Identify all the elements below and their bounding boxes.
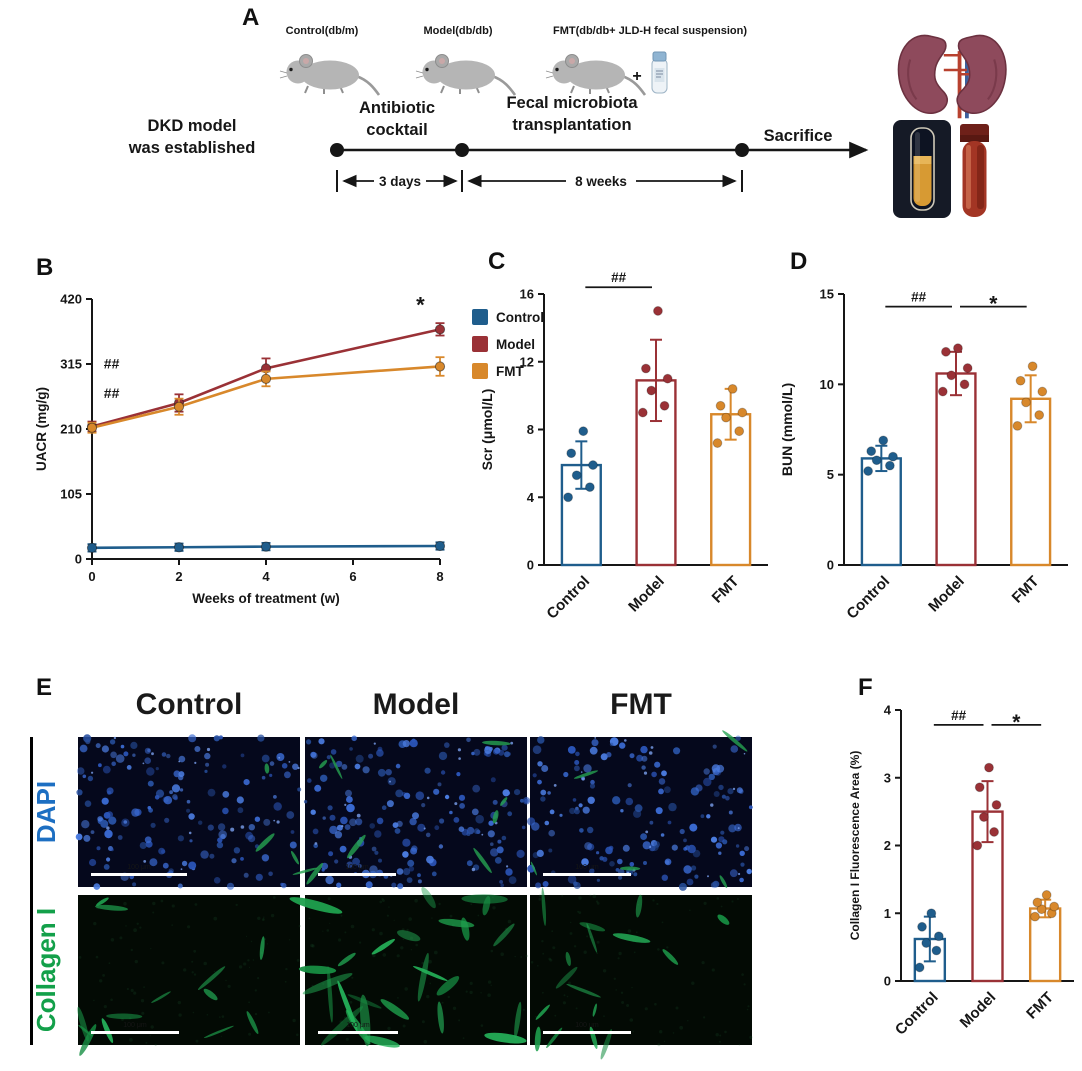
svg-text:12: 12 (520, 354, 534, 369)
group-label-control: Control(db/m) (286, 25, 359, 37)
panel-a-schematic: Control(db/m) Model(db/db) FMT(db/db+ JL… (128, 25, 1007, 218)
svg-text:FMT: FMT (496, 364, 524, 379)
svg-text:0: 0 (527, 558, 534, 573)
phase2-label-line2: transplantation (512, 116, 631, 134)
micrograph-dapi-fmt: 100 μm (527, 730, 753, 891)
dkd-caption-line2: was established (128, 139, 256, 157)
row-label-collagen: Collagen I (31, 907, 61, 1033)
svg-text:100 μm: 100 μm (345, 864, 369, 871)
svg-text:2: 2 (884, 838, 891, 853)
row-label-dapi: DAPI (31, 780, 61, 844)
svg-text:Control: Control (843, 573, 893, 623)
svg-text:*: * (989, 293, 998, 316)
svg-text:315: 315 (60, 357, 82, 372)
urine-tube-icon (893, 120, 951, 218)
svg-text:5: 5 (827, 467, 834, 482)
svg-text:BUN (mmol/L): BUN (mmol/L) (779, 383, 795, 476)
svg-text:Collagen I Fluorescence Area (: Collagen I Fluorescence Area (%) (848, 751, 862, 941)
blood-tube-icon (960, 124, 989, 217)
svg-text:1: 1 (884, 906, 891, 921)
svg-text:##: ## (104, 385, 120, 401)
svg-text:8: 8 (436, 569, 443, 584)
svg-text:Weeks of treatment (w): Weeks of treatment (w) (192, 591, 340, 606)
svg-text:2: 2 (175, 569, 182, 584)
timeline-dot-3 (735, 143, 749, 157)
svg-text:0: 0 (884, 974, 891, 989)
svg-text:100 μm: 100 μm (123, 1022, 147, 1029)
svg-text:100 μm: 100 μm (575, 1022, 599, 1029)
collagen-bar-chart: 0 1 2 3 4 Collagen I Fluorescence Area (%) Con… (848, 703, 1074, 1039)
svg-text:15: 15 (820, 287, 834, 302)
svg-text:FMT: FMT (1009, 573, 1043, 607)
timeline-dot-2 (455, 143, 469, 157)
svg-text:0: 0 (827, 558, 834, 573)
dkd-caption-line1: DKD model (148, 117, 237, 135)
panel-label-e: E (36, 674, 53, 701)
micrograph-dapi-model: 100 μm (292, 735, 531, 890)
micro-col-header-control: Control (135, 688, 243, 721)
svg-text:Model: Model (625, 573, 668, 616)
svg-text:4: 4 (884, 703, 892, 718)
svg-text:Control: Control (892, 989, 942, 1039)
svg-text:8: 8 (527, 422, 534, 437)
svg-text:Scr (μmol/L): Scr (μmol/L) (479, 389, 495, 471)
panel-e-row-bracket (30, 737, 33, 1045)
duration-8weeks: 8 weeks (575, 174, 627, 189)
svg-text:*: * (1012, 711, 1021, 734)
svg-text:4: 4 (527, 490, 535, 505)
svg-text:##: ## (104, 355, 120, 371)
group-label-model: Model(db/db) (423, 25, 492, 37)
svg-text:Model: Model (925, 573, 968, 616)
kidney-icon (897, 34, 1007, 119)
phase1-label-line2: cocktail (366, 121, 427, 139)
svg-text:Control: Control (543, 573, 593, 623)
svg-text:##: ## (911, 290, 927, 305)
micrograph-collagen-fmt: 100 μm (530, 887, 753, 1060)
group-label-fmt: FMT(db/db+ JLD-H fecal suspension) (553, 25, 747, 37)
svg-text:420: 420 (60, 292, 82, 307)
svg-text:0: 0 (75, 552, 82, 567)
timeline-dot-1 (330, 143, 344, 157)
svg-text:100 μm: 100 μm (127, 864, 151, 871)
scr-bar-chart: 0 4 8 12 16 Scr (μmol/L) Control Model FMT ## (479, 270, 768, 623)
panel-label-f: F (858, 674, 873, 701)
svg-text:Control: Control (496, 310, 544, 325)
panel-label-b: B (36, 254, 54, 281)
uacr-line-chart: 0 2 4 6 8 0 105 210 315 420 Weeks of treatment (w)… (34, 292, 544, 607)
panel-label-c: C (488, 248, 506, 275)
svg-text:100 μm: 100 μm (575, 864, 599, 871)
svg-text:FMT: FMT (1023, 989, 1057, 1023)
fecal-suspension-vial-icon (651, 51, 668, 94)
svg-text:UACR (mg/g): UACR (mg/g) (34, 387, 49, 471)
panel-label-d: D (790, 248, 808, 275)
svg-text:Model: Model (957, 989, 1000, 1032)
svg-text:4: 4 (262, 569, 270, 584)
micrograph-dapi-control: 100 μm (75, 734, 302, 890)
plus-sign: + (632, 68, 641, 85)
bun-bar-chart: 0 5 10 15 BUN (mmol/L) Control Model FMT ## * (779, 287, 1068, 623)
svg-text:##: ## (611, 270, 627, 285)
duration-3days: 3 days (379, 174, 421, 189)
phase1-label-line1: Antibiotic (359, 99, 435, 117)
svg-text:6: 6 (349, 569, 356, 584)
svg-text:FMT: FMT (709, 573, 743, 607)
micro-col-header-fmt: FMT (610, 688, 672, 721)
svg-text:10: 10 (820, 377, 834, 392)
sacrifice-label: Sacrifice (764, 127, 833, 145)
phase2-label-line1: Fecal microbiota (506, 94, 638, 112)
panel-label-a: A (242, 4, 260, 31)
svg-text:*: * (416, 293, 425, 318)
svg-text:Model: Model (496, 337, 535, 352)
svg-text:0: 0 (88, 569, 95, 584)
svg-text:105: 105 (60, 487, 82, 502)
micrograph-collagen-control: 100 μm (77, 895, 301, 1056)
svg-text:##: ## (951, 708, 967, 723)
svg-text:210: 210 (60, 422, 82, 437)
micro-col-header-model: Model (372, 688, 460, 721)
svg-text:16: 16 (520, 287, 534, 302)
svg-text:3: 3 (884, 770, 891, 785)
micrograph-collagen-model: 100 μm (289, 886, 529, 1048)
svg-text:100 μm: 100 μm (346, 1022, 370, 1029)
